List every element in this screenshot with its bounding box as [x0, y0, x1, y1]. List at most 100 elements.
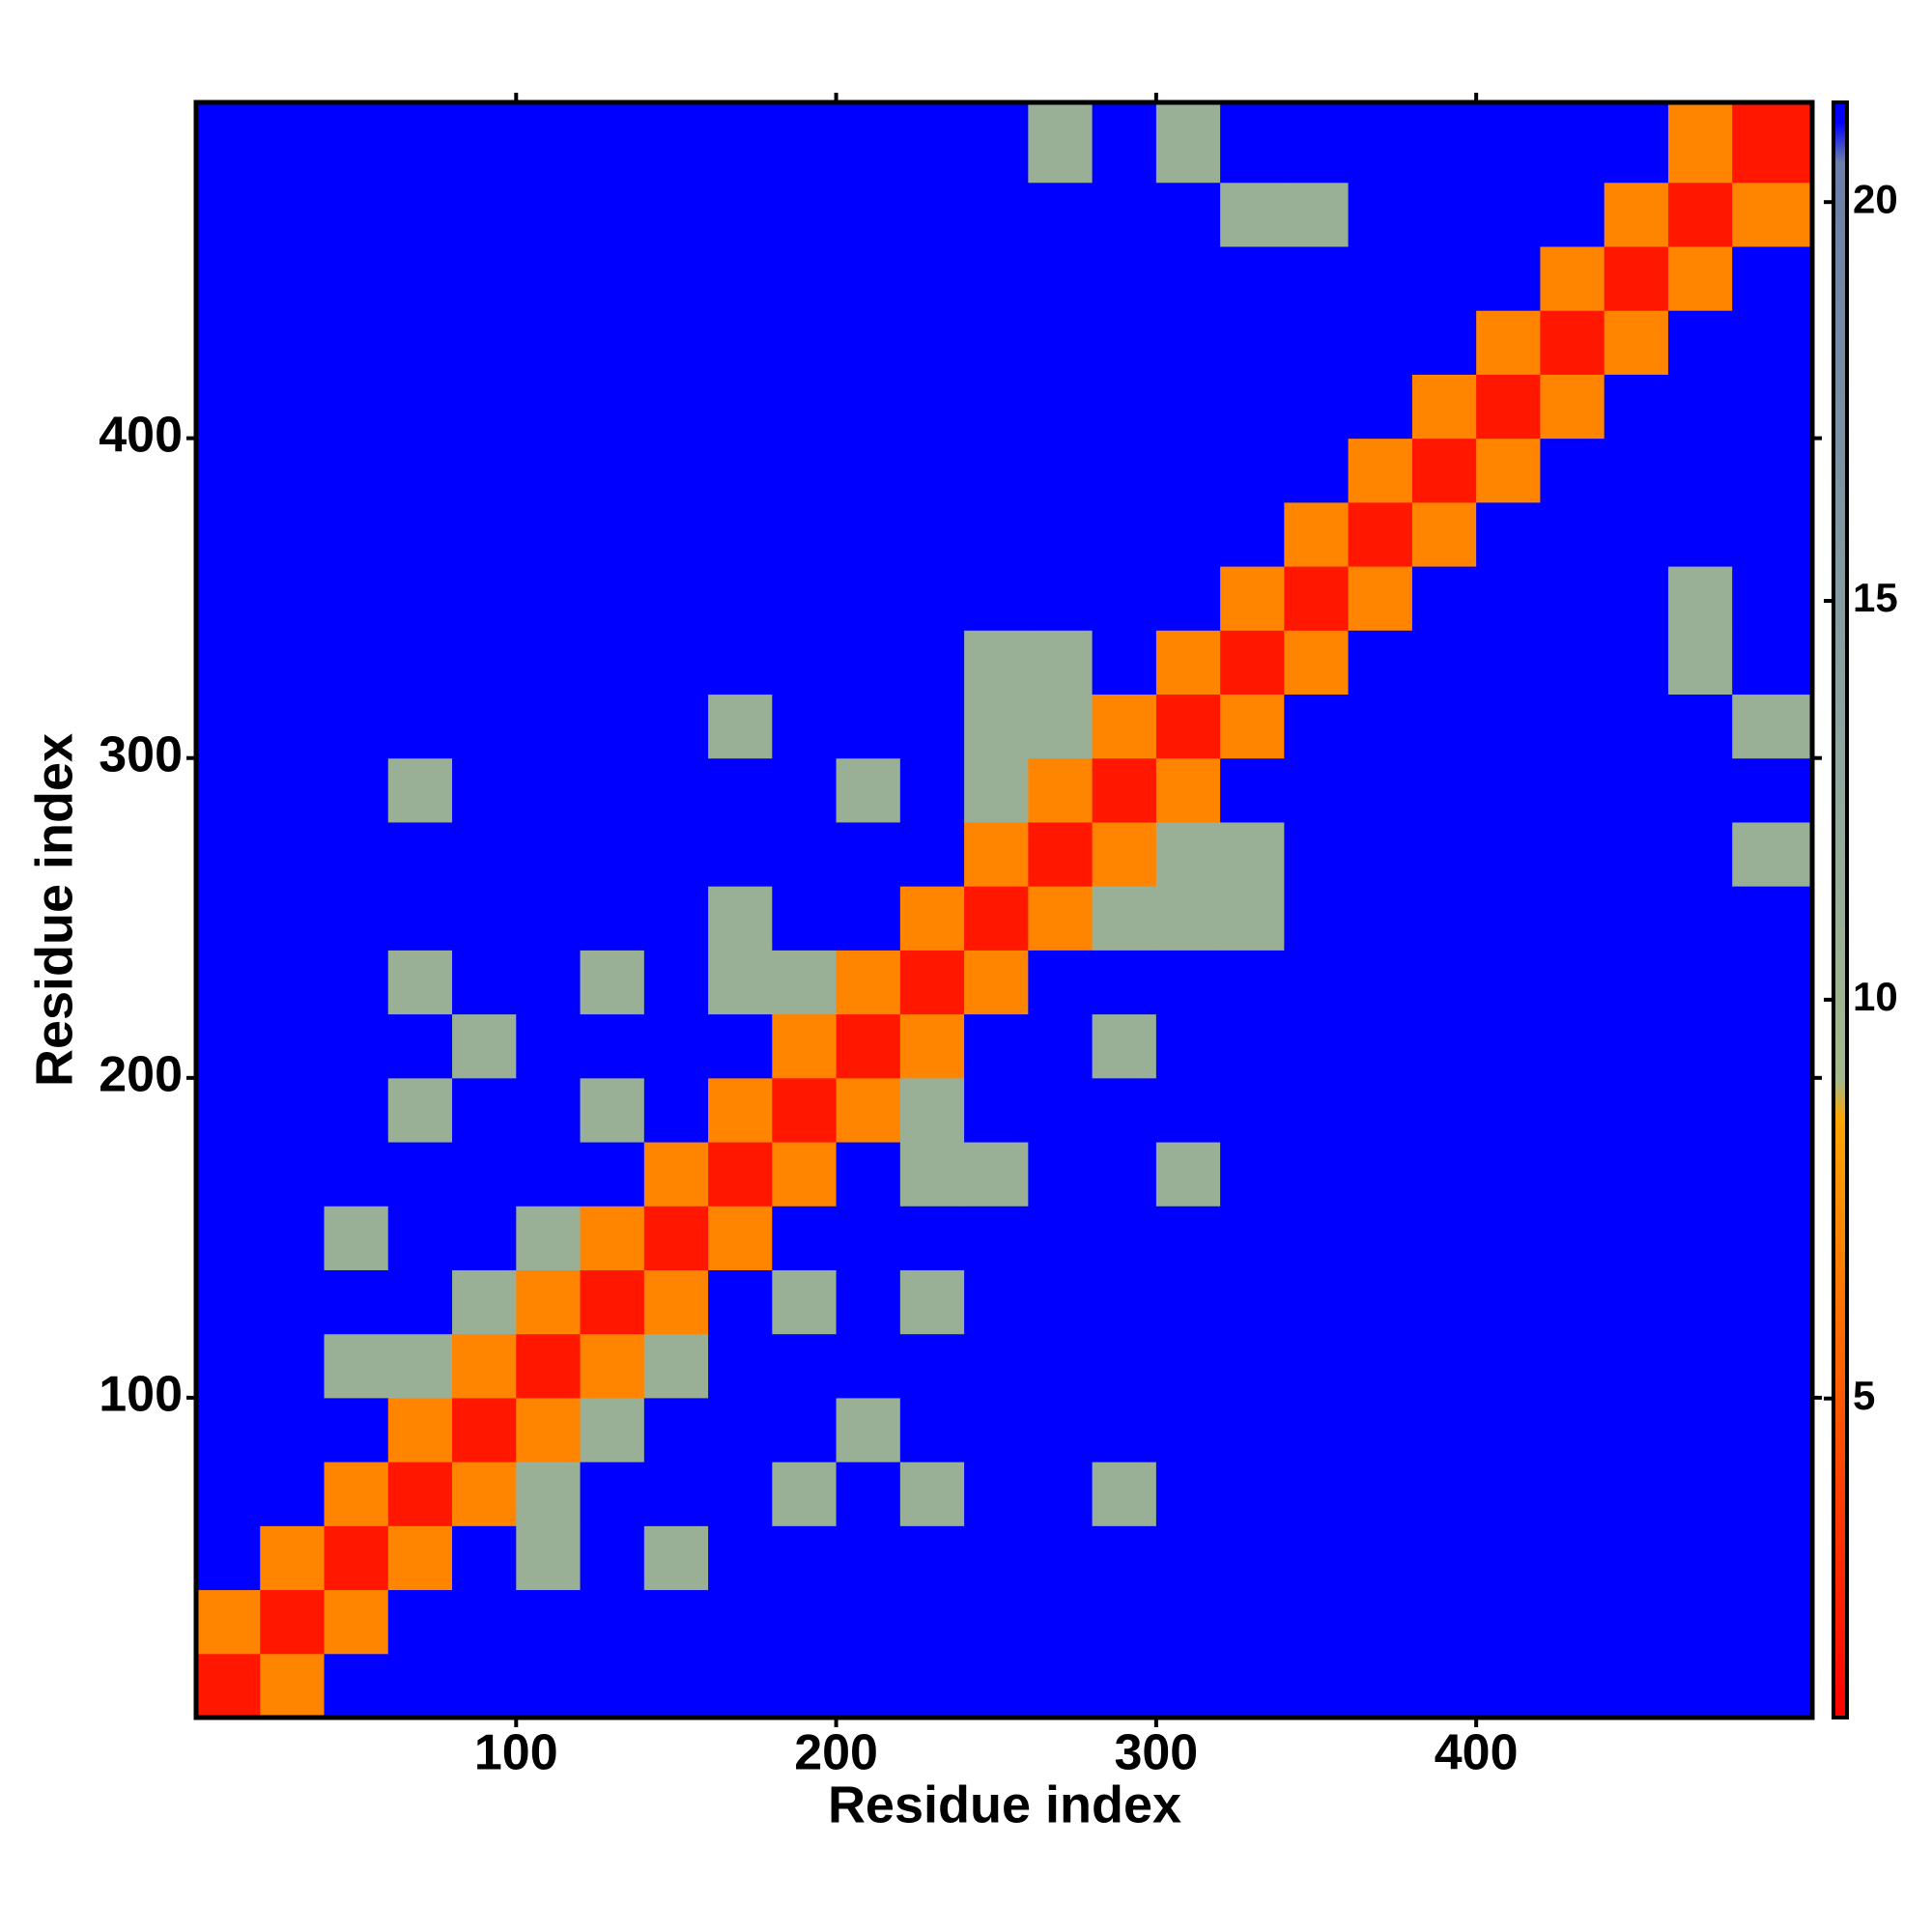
heat-cell [899, 1462, 965, 1526]
heat-cell [324, 1206, 389, 1270]
heat-cell [964, 501, 1029, 567]
heat-cell [1220, 1525, 1285, 1591]
heat-cell [580, 566, 645, 631]
heat-cell [1667, 1462, 1733, 1526]
heat-cell [1155, 1013, 1221, 1079]
heat-cell [452, 1142, 517, 1207]
heat-cell [1732, 1142, 1813, 1207]
heat-cell [1411, 757, 1477, 823]
heat-cell [516, 1462, 582, 1526]
heat-cell [580, 630, 645, 696]
y-tick-label: 200 [99, 1047, 183, 1103]
heat-cell [1348, 182, 1413, 247]
heat-cell [387, 1589, 453, 1655]
heat-cell [772, 1462, 838, 1526]
y-axis-title: Residue index [25, 733, 83, 1087]
heat-cell [387, 1333, 453, 1399]
heat-cell [387, 1269, 453, 1335]
heat-cell [899, 1269, 965, 1335]
heat-cell [196, 1397, 261, 1463]
heat-cell [196, 757, 261, 823]
heat-cell [1155, 1589, 1221, 1655]
heat-cell [772, 1206, 838, 1270]
heat-cell [1667, 102, 1733, 184]
heat-cell [1667, 694, 1733, 759]
heat-cell [324, 1397, 389, 1463]
heat-cell [1155, 245, 1221, 311]
heat-cell [772, 374, 838, 440]
heat-cell [1028, 821, 1094, 887]
heat-cell [516, 1653, 582, 1719]
heat-cell [1028, 1077, 1094, 1143]
heat-cell [196, 438, 261, 503]
heat-cell [260, 1142, 326, 1207]
heat-cell [1155, 310, 1221, 375]
heat-cell [1411, 886, 1477, 951]
heat-cell [1667, 374, 1733, 440]
heat-cell [1667, 1013, 1733, 1079]
heat-cell [1732, 1013, 1813, 1079]
heat-cell [580, 694, 645, 759]
heat-cell [1411, 182, 1477, 247]
heat-cell [708, 1077, 773, 1143]
heat-cell [580, 1269, 645, 1335]
heat-cell [1028, 310, 1094, 375]
heat-cell [1411, 501, 1477, 567]
heat-cell [1667, 1333, 1733, 1399]
heat-cell [899, 821, 965, 887]
heat-cell [260, 310, 326, 375]
heat-cell [1284, 374, 1350, 440]
heat-cell [1155, 950, 1221, 1015]
heat-cell [708, 757, 773, 823]
y-tick-label: 300 [99, 726, 183, 782]
heat-cell [1604, 1077, 1669, 1143]
heat-cell [452, 1077, 517, 1143]
heat-cell [260, 1462, 326, 1526]
heat-cell [324, 1142, 389, 1207]
heat-cell [643, 1589, 709, 1655]
heat-cell [387, 1525, 453, 1591]
heat-cell [1028, 245, 1094, 311]
heat-cell [516, 1206, 582, 1270]
heat-cell [196, 1206, 261, 1270]
heat-cell [708, 1013, 773, 1079]
heat-cell [452, 886, 517, 951]
heat-cell [1092, 1462, 1157, 1526]
heat-cell [387, 1462, 453, 1526]
heat-cell [643, 102, 709, 184]
heat-cell [1476, 1206, 1541, 1270]
heat-cell [772, 1589, 838, 1655]
heat-cell [1284, 566, 1350, 631]
heat-cell [1092, 310, 1157, 375]
heat-cell [387, 1013, 453, 1079]
heat-cell [1092, 245, 1157, 311]
heat-cell [643, 182, 709, 247]
heat-cell [324, 438, 389, 503]
heat-cell [452, 821, 517, 887]
heat-cell [1028, 757, 1094, 823]
heat-cell [1540, 950, 1605, 1015]
heat-cell [708, 310, 773, 375]
heat-cell [387, 438, 453, 503]
heat-cell [1476, 1589, 1541, 1655]
heat-cell [452, 310, 517, 375]
heat-cell [452, 1206, 517, 1270]
heat-cell [1155, 182, 1221, 247]
heat-cell [1411, 1462, 1477, 1526]
heat-cell [964, 566, 1029, 631]
heat-cell [836, 1397, 901, 1463]
heat-cell [580, 950, 645, 1015]
x-tick-label: 300 [1114, 1725, 1198, 1781]
heat-cell [1348, 630, 1413, 696]
heat-cell [324, 102, 389, 184]
heat-cell [1155, 1206, 1221, 1270]
heat-cell [260, 757, 326, 823]
y-tick-label: 100 [99, 1367, 183, 1423]
heat-cell [452, 630, 517, 696]
heat-cell [1220, 1589, 1285, 1655]
heat-cell [387, 630, 453, 696]
heat-cell [708, 694, 773, 759]
heat-cell [196, 1013, 261, 1079]
heat-cell [516, 1589, 582, 1655]
heat-cell [1220, 501, 1285, 567]
